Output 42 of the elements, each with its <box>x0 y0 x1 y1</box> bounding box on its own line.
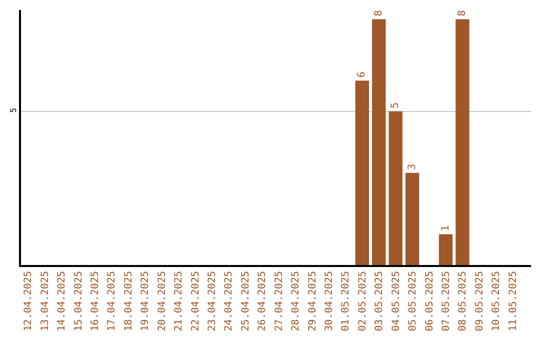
x-tick-label: 20.04.2025 <box>156 271 168 332</box>
x-tick-label: 05.05.2025 <box>408 271 419 332</box>
x-tick-label: 26.04.2025 <box>257 271 268 332</box>
x-tick-label: 04.05.2025 <box>390 271 402 332</box>
x-tick-label: 10.05.2025 <box>491 271 502 332</box>
x-tick-label: 22.04.2025 <box>190 271 202 332</box>
bar <box>405 172 420 265</box>
x-tick-label: 24.04.2025 <box>224 271 235 332</box>
x-tick-label: 11.05.2025 <box>508 271 519 332</box>
bar <box>388 111 402 265</box>
x-tick-label: 30.04.2025 <box>324 271 335 332</box>
x-tick-label: 18.04.2025 <box>123 271 134 332</box>
x-tick-label: 29.04.2025 <box>307 271 318 332</box>
data-label: 8 <box>456 10 468 16</box>
x-tick-label: 17.04.2025 <box>106 271 118 332</box>
x-tick-label: 15.04.2025 <box>73 271 84 332</box>
bar <box>438 234 453 265</box>
x-tick-label: 16.04.2025 <box>90 271 101 332</box>
data-label: 6 <box>356 72 368 78</box>
x-tick-label: 01.05.2025 <box>340 271 352 332</box>
data-label: 3 <box>406 164 418 170</box>
x-tick-label: 27.04.2025 <box>274 271 285 332</box>
x-tick-label: 02.05.2025 <box>357 271 368 332</box>
bar <box>456 19 470 265</box>
data-label: 8 <box>373 10 384 16</box>
x-tick-label: 03.05.2025 <box>374 271 386 332</box>
x-tick-label: 21.04.2025 <box>174 271 185 332</box>
data-label: 5 <box>390 102 402 108</box>
bar <box>355 80 370 265</box>
x-tick-label: 08.05.2025 <box>458 271 469 332</box>
x-tick-label: 25.04.2025 <box>240 271 252 332</box>
x-tick-label: 23.04.2025 <box>206 271 218 332</box>
x-tick-label: 07.05.2025 <box>441 271 452 332</box>
x-tick-label: 06.05.2025 <box>424 271 436 332</box>
x-tick-label: 09.05.2025 <box>474 271 486 332</box>
data-label: 1 <box>440 225 452 232</box>
x-tick-label: 28.04.2025 <box>290 271 302 332</box>
x-tick-label: 19.04.2025 <box>140 271 152 332</box>
bar <box>372 19 386 265</box>
x-tick-label: 13.04.2025 <box>40 271 51 332</box>
x-tick-label: 12.04.2025 <box>23 271 34 332</box>
x-tick-label: 14.04.2025 <box>56 271 68 332</box>
